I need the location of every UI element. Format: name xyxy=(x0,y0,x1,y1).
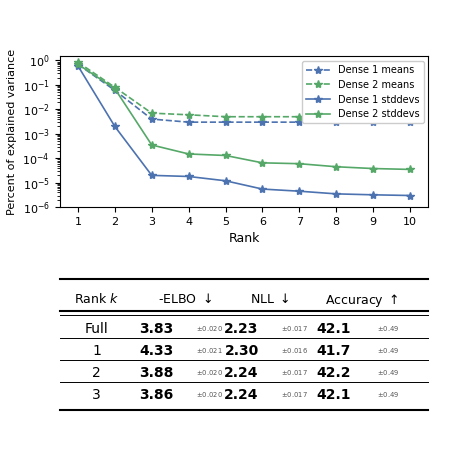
Text: 2.30: 2.30 xyxy=(225,344,259,358)
Text: 4.33: 4.33 xyxy=(139,344,174,358)
Dense 1 means xyxy=(333,119,339,125)
Dense 1 stddevs xyxy=(259,186,265,192)
Text: 41.7: 41.7 xyxy=(317,344,351,358)
Text: NLL $\downarrow$: NLL $\downarrow$ xyxy=(250,292,289,306)
Dense 2 means xyxy=(259,114,265,119)
Dense 1 means xyxy=(149,116,155,122)
Text: $_{\pm 0.016}$: $_{\pm 0.016}$ xyxy=(281,346,308,356)
Dense 2 means xyxy=(75,59,81,65)
Text: Rank $k$: Rank $k$ xyxy=(74,292,119,306)
Text: $_{\pm 0.017}$: $_{\pm 0.017}$ xyxy=(281,324,307,334)
Text: $_{\pm 0.49}$: $_{\pm 0.49}$ xyxy=(377,367,399,378)
Dense 1 stddevs xyxy=(186,174,191,179)
Text: $_{\pm 0.020}$: $_{\pm 0.020}$ xyxy=(196,324,223,334)
Dense 1 stddevs xyxy=(75,63,81,69)
Text: 42.1: 42.1 xyxy=(317,322,351,336)
Dense 1 means xyxy=(75,61,81,67)
Text: $_{\pm 0.017}$: $_{\pm 0.017}$ xyxy=(281,367,307,378)
Line: Dense 1 means: Dense 1 means xyxy=(74,60,414,126)
Text: 42.2: 42.2 xyxy=(317,366,351,380)
Text: $_{\pm 0.49}$: $_{\pm 0.49}$ xyxy=(377,389,399,400)
Y-axis label: Percent of explained variance: Percent of explained variance xyxy=(7,49,17,215)
Dense 2 means xyxy=(370,114,376,119)
Text: -ELBO $\downarrow$: -ELBO $\downarrow$ xyxy=(158,292,212,306)
Text: 2.24: 2.24 xyxy=(224,366,259,380)
Dense 2 stddevs xyxy=(370,166,376,171)
Text: $_{\pm 0.021}$: $_{\pm 0.021}$ xyxy=(196,346,223,356)
Dense 1 stddevs xyxy=(223,178,228,183)
Dense 2 means xyxy=(149,110,155,116)
Text: 3.86: 3.86 xyxy=(139,388,174,402)
Dense 1 stddevs xyxy=(333,191,339,197)
Line: Dense 2 means: Dense 2 means xyxy=(74,58,414,121)
Text: 3: 3 xyxy=(92,388,101,402)
Dense 1 means xyxy=(297,119,302,125)
Line: Dense 1 stddevs: Dense 1 stddevs xyxy=(74,62,414,200)
Dense 1 means xyxy=(223,119,228,125)
Dense 2 means xyxy=(297,114,302,119)
Dense 1 stddevs xyxy=(370,192,376,197)
Dense 2 stddevs xyxy=(186,151,191,157)
Dense 1 stddevs xyxy=(297,189,302,194)
Dense 2 means xyxy=(186,112,191,117)
Dense 1 stddevs xyxy=(112,124,118,129)
Dense 2 stddevs xyxy=(149,142,155,148)
Dense 2 stddevs xyxy=(223,153,228,158)
Text: 1: 1 xyxy=(92,344,101,358)
Text: 3.83: 3.83 xyxy=(139,322,174,336)
Dense 2 stddevs xyxy=(333,164,339,169)
Line: Dense 2 stddevs: Dense 2 stddevs xyxy=(74,60,414,174)
X-axis label: Rank: Rank xyxy=(228,233,259,245)
Text: Full: Full xyxy=(85,322,108,336)
Dense 2 means xyxy=(112,85,118,90)
Legend: Dense 1 means, Dense 2 means, Dense 1 stddevs, Dense 2 stddevs: Dense 1 means, Dense 2 means, Dense 1 st… xyxy=(302,61,424,124)
Dense 1 means xyxy=(186,119,191,125)
Text: 42.1: 42.1 xyxy=(317,388,351,402)
Dense 1 stddevs xyxy=(407,193,413,198)
Dense 2 stddevs xyxy=(297,161,302,167)
Dense 2 means xyxy=(333,114,339,119)
Dense 1 means xyxy=(407,119,413,125)
Dense 2 stddevs xyxy=(112,86,118,92)
Dense 2 stddevs xyxy=(75,61,81,67)
Text: Accuracy $\uparrow$: Accuracy $\uparrow$ xyxy=(325,292,399,308)
Text: $_{\pm 0.020}$: $_{\pm 0.020}$ xyxy=(196,367,223,378)
Text: $_{\pm 0.017}$: $_{\pm 0.017}$ xyxy=(281,389,307,400)
Dense 2 means xyxy=(223,114,228,119)
Dense 2 means xyxy=(407,114,413,119)
Text: $_{\pm 0.020}$: $_{\pm 0.020}$ xyxy=(196,389,223,400)
Dense 1 means xyxy=(112,88,118,93)
Text: $_{\pm 0.49}$: $_{\pm 0.49}$ xyxy=(377,324,399,334)
Text: $_{\pm 0.49}$: $_{\pm 0.49}$ xyxy=(377,346,399,356)
Dense 1 means xyxy=(370,119,376,125)
Dense 1 means xyxy=(259,119,265,125)
Dense 2 stddevs xyxy=(407,167,413,172)
Text: 2.23: 2.23 xyxy=(224,322,259,336)
Text: 3.88: 3.88 xyxy=(139,366,174,380)
Text: 2.24: 2.24 xyxy=(224,388,259,402)
Dense 2 stddevs xyxy=(259,160,265,166)
Text: 2: 2 xyxy=(92,366,101,380)
Dense 1 stddevs xyxy=(149,173,155,178)
